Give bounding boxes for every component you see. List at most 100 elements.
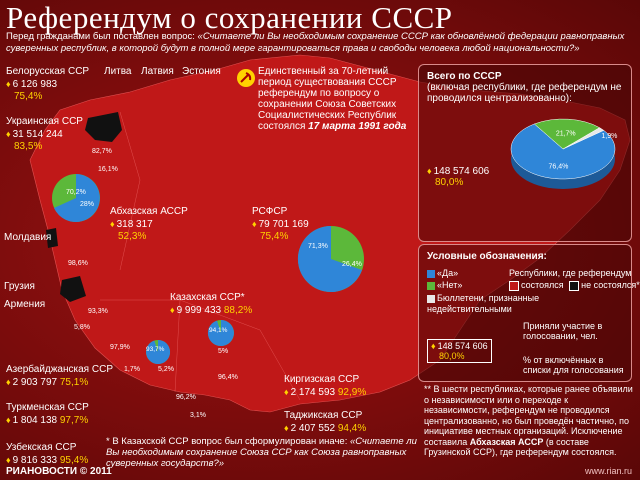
map-value: 16,1% [98, 166, 118, 173]
republic-border [100, 299, 301, 401]
hammer-sickle-icon [237, 69, 255, 87]
legend-title: Условные обозначения: [427, 251, 547, 262]
question-lead: Перед гражданами был поставлен вопрос: [6, 31, 198, 42]
center-note: Единственный за 70-летний период существ… [258, 66, 418, 132]
republic-label: Киргизская ССР ♦ 2 174 593 92,9% [284, 374, 366, 399]
total-pie-no [533, 118, 601, 150]
pie-ukraine: 70,2% 28% [52, 174, 100, 222]
total-pie-yes [510, 123, 616, 180]
republic-pct: 75,4% [260, 231, 289, 242]
republic-votes: 2 903 797 [12, 377, 58, 388]
total-votes: 148 574 606 [433, 166, 490, 177]
note-end: (в составе Грузинской ССР), где референд… [424, 436, 617, 458]
footer-url[interactable]: www.rian.ru [584, 466, 632, 476]
label-armenia: Армения [4, 299, 46, 310]
map-value: 98,6% [68, 260, 88, 267]
note-text: ** В шести республиках, которые ранее об… [424, 384, 633, 447]
person-icon: ♦ [110, 219, 115, 229]
person-icon: ♦ [427, 166, 432, 176]
republic-label: Белорусская ССР ♦ 6 126 983 75,4% [6, 66, 89, 103]
person-icon: ♦ [284, 423, 289, 433]
label-georgia: Грузия [4, 281, 35, 292]
republic-label: Узбекская ССР ♦ 9 816 333 95,4% [6, 442, 88, 467]
person-icon: ♦ [6, 129, 11, 139]
republic-votes: 2 174 593 [290, 387, 336, 398]
center-note-text: Единственный за 70-летний период существ… [258, 66, 397, 132]
yes-swatch [427, 269, 435, 278]
person-icon: ♦ [252, 219, 257, 229]
total-votes-line: ♦ 148 574 606 [427, 165, 489, 178]
legend-yes-label: «Да» [437, 268, 459, 278]
pie-no-label: 28% [80, 201, 94, 208]
republic-votes: 9 999 433 [176, 305, 222, 316]
pie-no-label: 26,4% [342, 261, 362, 268]
republic-label: РСФСР ♦ 79 701 169 75,4% [252, 206, 309, 243]
footer-copyright: РИАНОВОСТИ © 2011 [6, 466, 112, 477]
pie-uzbek: 93,7% [146, 339, 171, 364]
republic-border [174, 299, 181, 393]
map-value: 1,7% [124, 366, 140, 373]
total-subtitle: (включая республики, где референдум не п… [427, 82, 622, 104]
legend-held: состоялся не состоялся** [509, 279, 640, 291]
legend-not-held-label: не состоялся** [581, 280, 640, 290]
person-icon: ♦ [6, 415, 11, 425]
center-note-date: 17 марта 1991 года [308, 121, 407, 132]
label-estonia: Эстония [182, 66, 221, 77]
legend-panel: Условные обозначения: «Да» «Нет» Республ… [418, 244, 640, 382]
pie-kazakh: 94,1% [207, 320, 234, 346]
total-pie-no-label: 21,7% [556, 131, 576, 138]
republic-votes: 9 816 333 [12, 455, 58, 466]
legend-sample-votes: 148 574 606 [437, 341, 488, 351]
republic-label: Азербайджанская ССР ♦ 2 903 797 75,1% [6, 364, 113, 389]
note-bold: Абхазская АССР [469, 436, 544, 447]
person-icon: ♦ [170, 305, 175, 315]
total-pie-chart: 76,4% 21,7% 1,9% [510, 118, 617, 189]
republic-pct: 75,1% [59, 377, 89, 388]
label-moldova: Молдавия [4, 232, 52, 243]
person-icon: ♦ [431, 341, 436, 351]
legend-took-part: Приняли участие в голосовании, чел. [523, 321, 603, 341]
republic-pct: 52,3% [118, 231, 147, 242]
republic-pct: 88,2% [223, 305, 253, 316]
total-pie-other-label: 1,9% [601, 133, 617, 140]
map-value: 93,3% [88, 308, 108, 315]
map-value: 3,1% [190, 412, 206, 419]
republic-votes: 1 804 138 [12, 415, 58, 426]
total-header: Всего по СССР (включая республики, где р… [427, 71, 625, 104]
map-value: 96,2% [176, 394, 196, 401]
republic-pct: 83,5% [14, 141, 43, 152]
republic-pct: 97,7% [59, 415, 89, 426]
legend-no: «Нет» [427, 279, 462, 291]
legend-held-label: состоялся [521, 280, 564, 290]
label-latvia: Латвия [141, 66, 174, 77]
map-value: 96,4% [218, 374, 238, 381]
held-swatch [509, 280, 519, 291]
republic-pct: 92,9% [337, 387, 367, 398]
person-icon: ♦ [6, 455, 11, 465]
person-icon: ♦ [284, 387, 289, 397]
person-icon: ♦ [6, 79, 11, 89]
republic-label: Украинская ССР ♦ 31 514 244 83,5% [6, 116, 83, 153]
republic-votes: 31 514 244 [12, 129, 63, 140]
republic-label: Казахская ССР* ♦ 9 999 433 88,2% [170, 292, 252, 317]
republic-name: Азербайджанская ССР [6, 364, 113, 375]
republic-name: Узбекская ССР [6, 442, 77, 453]
republic-name: Абхазская АССР [110, 206, 188, 217]
total-panel: Всего по СССР (включая республики, где р… [418, 64, 632, 242]
legend-bulletins: Бюллетени, признанные недействительными [427, 293, 625, 315]
legend-sample: ♦ 148 574 606 80,0% [427, 339, 492, 363]
map-value: 82,7% [92, 148, 112, 155]
moldova-region [46, 228, 58, 248]
republic-votes: 6 126 983 [12, 79, 58, 90]
invalid-swatch [427, 294, 435, 303]
referendum-question: Перед гражданами был поставлен вопрос: «… [6, 31, 634, 54]
legend-pct-included: % от включённых в списки для голосования [523, 355, 624, 375]
republic-votes: 318 317 [116, 219, 153, 230]
republic-name: Туркменская ССР [6, 402, 89, 413]
republic-name: Украинская ССР [6, 116, 83, 127]
page-title: Референдум о сохранении СССР [6, 0, 453, 35]
pie-no-label: 5,2% [158, 366, 174, 373]
total-votes-pct: 80,0% [435, 177, 464, 188]
legend-yes: «Да» [427, 267, 458, 279]
label-lithuania: Литва [104, 66, 132, 77]
